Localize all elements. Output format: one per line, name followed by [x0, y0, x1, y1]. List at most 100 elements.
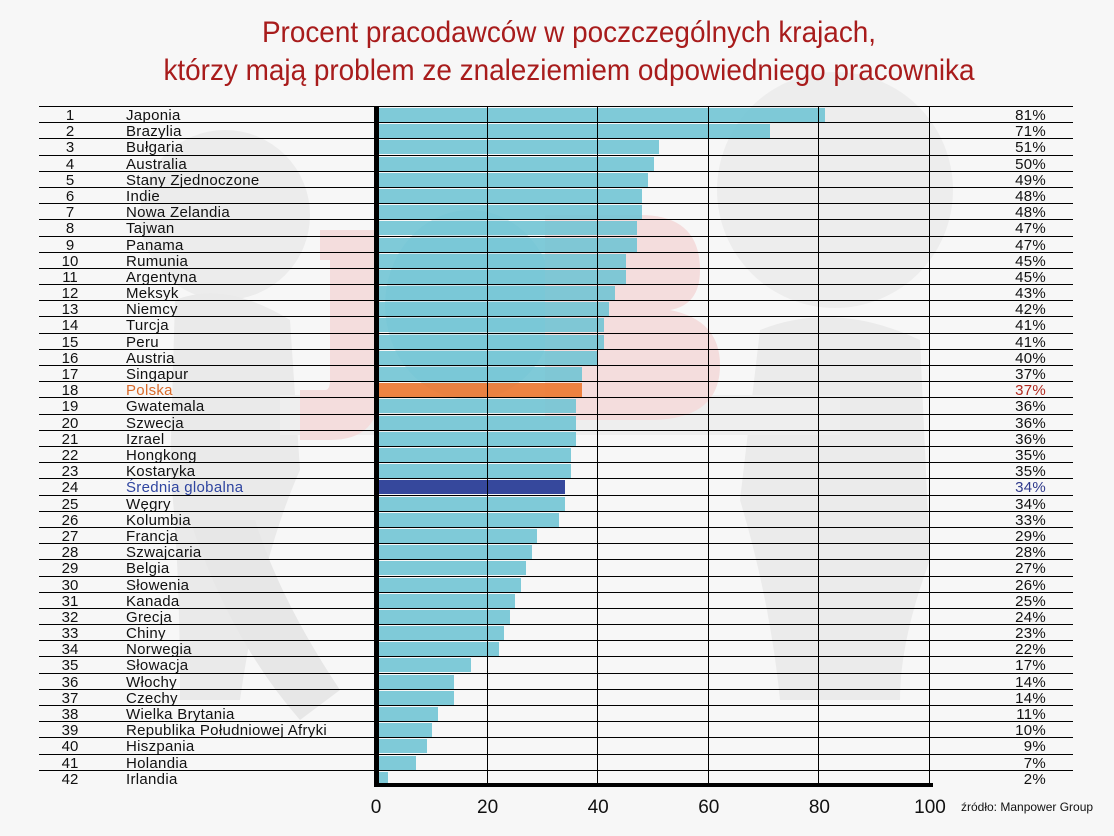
row-divider — [39, 203, 1073, 205]
bar — [377, 318, 604, 333]
rank-cell: 5 — [65, 171, 75, 189]
percent-value: 27% — [1015, 560, 1046, 578]
table-row: 36 Włochy 14% — [39, 674, 1073, 690]
bar — [377, 771, 389, 786]
x-tick-label: 0 — [370, 797, 382, 818]
bar — [377, 399, 577, 414]
table-row: 38 Wielka Brytania 11% — [39, 706, 1073, 722]
table-row: 33 Chiny 23% — [39, 625, 1073, 641]
bar — [377, 237, 637, 252]
bar — [377, 447, 571, 462]
row-divider — [39, 251, 1073, 253]
table-row: 15 Peru 41% — [39, 334, 1073, 350]
country-label: Irlandia — [126, 770, 178, 788]
rank-cell: 18 — [61, 382, 79, 400]
source-note: źródło: Manpower Group — [961, 800, 1094, 814]
percent-value: 50% — [1015, 155, 1046, 173]
row-divider — [39, 381, 1073, 383]
gridline — [818, 106, 820, 785]
bar — [377, 124, 770, 139]
country-label: Kanada — [126, 592, 180, 610]
x-tick-label: 20 — [477, 797, 499, 818]
table-row: 19 Gwatemala 36% — [39, 398, 1073, 414]
rank-cell: 9 — [65, 236, 75, 254]
percent-value: 48% — [1015, 187, 1046, 205]
rank-cell: 19 — [61, 398, 79, 416]
gridline — [597, 106, 599, 785]
percent-value: 35% — [1015, 463, 1046, 481]
rank-cell: 21 — [61, 430, 79, 448]
percent-value: 51% — [1015, 139, 1046, 157]
table-row: 16 Austria 40% — [39, 350, 1073, 366]
rank-cell: 6 — [65, 187, 75, 205]
row-divider — [39, 737, 1073, 739]
rank-cell: 23 — [61, 463, 79, 481]
rank-cell: 31 — [61, 592, 79, 610]
country-label: Średnia globalna — [126, 479, 244, 497]
row-divider — [39, 397, 1073, 399]
table-row: 20 Szwecja 36% — [39, 415, 1073, 431]
bar-highlight — [377, 383, 582, 398]
y-axis-line — [374, 106, 379, 787]
table-row: 29 Belgia 27% — [39, 560, 1073, 576]
country-label: Peru — [126, 333, 159, 351]
rank-cell: 15 — [61, 333, 79, 351]
rank-cell: 1 — [65, 107, 75, 124]
rank-cell: 20 — [61, 414, 79, 432]
rank-cell: 39 — [61, 722, 79, 740]
percent-value: 28% — [1015, 544, 1046, 562]
percent-value: 7% — [1023, 754, 1046, 772]
table-row: 27 Francja 29% — [39, 528, 1073, 544]
country-label: Wielka Brytania — [126, 706, 235, 724]
figure-right-head-icon — [717, 72, 953, 308]
percent-value: 11% — [1016, 706, 1046, 724]
percent-value: 47% — [1015, 220, 1046, 238]
table-row: 28 Szwajcaria 28% — [39, 544, 1073, 560]
rank-cell: 16 — [61, 349, 79, 367]
row-divider — [39, 106, 1073, 107]
table-row: 7 Nowa Zelandia 48% — [39, 204, 1073, 220]
x-tick-label: 80 — [808, 797, 830, 818]
row-divider — [39, 170, 1073, 172]
percent-value: 9% — [1023, 738, 1046, 756]
country-label: Hiszpania — [126, 738, 195, 756]
table-row: 34 Norwegia 22% — [39, 641, 1073, 657]
country-label: Indie — [126, 187, 161, 205]
percent-value: 45% — [1015, 252, 1046, 270]
country-label: Izrael — [126, 430, 165, 448]
country-label: Słowenia — [126, 576, 190, 594]
rank-cell: 35 — [61, 657, 79, 675]
row-divider — [39, 526, 1073, 528]
table-row: 14 Turcja 41% — [39, 317, 1073, 333]
country-label: Australia — [126, 155, 188, 173]
rank-cell: 4 — [65, 155, 75, 173]
percent-value: 71% — [1015, 123, 1046, 141]
percent-value: 40% — [1015, 349, 1046, 367]
percent-value: 29% — [1015, 527, 1046, 545]
country-label: Szwecja — [126, 414, 184, 432]
percent-value: 48% — [1015, 204, 1046, 222]
percent-value: 81% — [1015, 107, 1046, 124]
country-label: Tajwan — [126, 220, 175, 238]
row-divider — [39, 575, 1073, 577]
bar — [377, 626, 505, 641]
bar — [377, 561, 527, 576]
row-divider — [39, 348, 1073, 350]
percent-value: 49% — [1015, 171, 1046, 189]
bar — [377, 205, 643, 220]
table-row: 35 Słowacja 17% — [39, 657, 1073, 673]
row-divider — [39, 769, 1073, 771]
row-divider — [39, 365, 1073, 367]
row-divider — [39, 656, 1073, 658]
x-axis-line — [374, 783, 933, 787]
country-label: Chiny — [126, 625, 166, 643]
rank-cell: 3 — [65, 139, 75, 157]
rank-cell: 8 — [65, 220, 75, 238]
row-divider — [39, 559, 1073, 561]
country-label: Turcja — [126, 317, 169, 335]
bar — [377, 188, 643, 203]
chart-title-line-1: Procent pracodawców w poczczególnych kra… — [261, 16, 877, 49]
percent-value: 10% — [1015, 722, 1046, 740]
table-row: 40 Hiszpania 9% — [39, 738, 1073, 754]
